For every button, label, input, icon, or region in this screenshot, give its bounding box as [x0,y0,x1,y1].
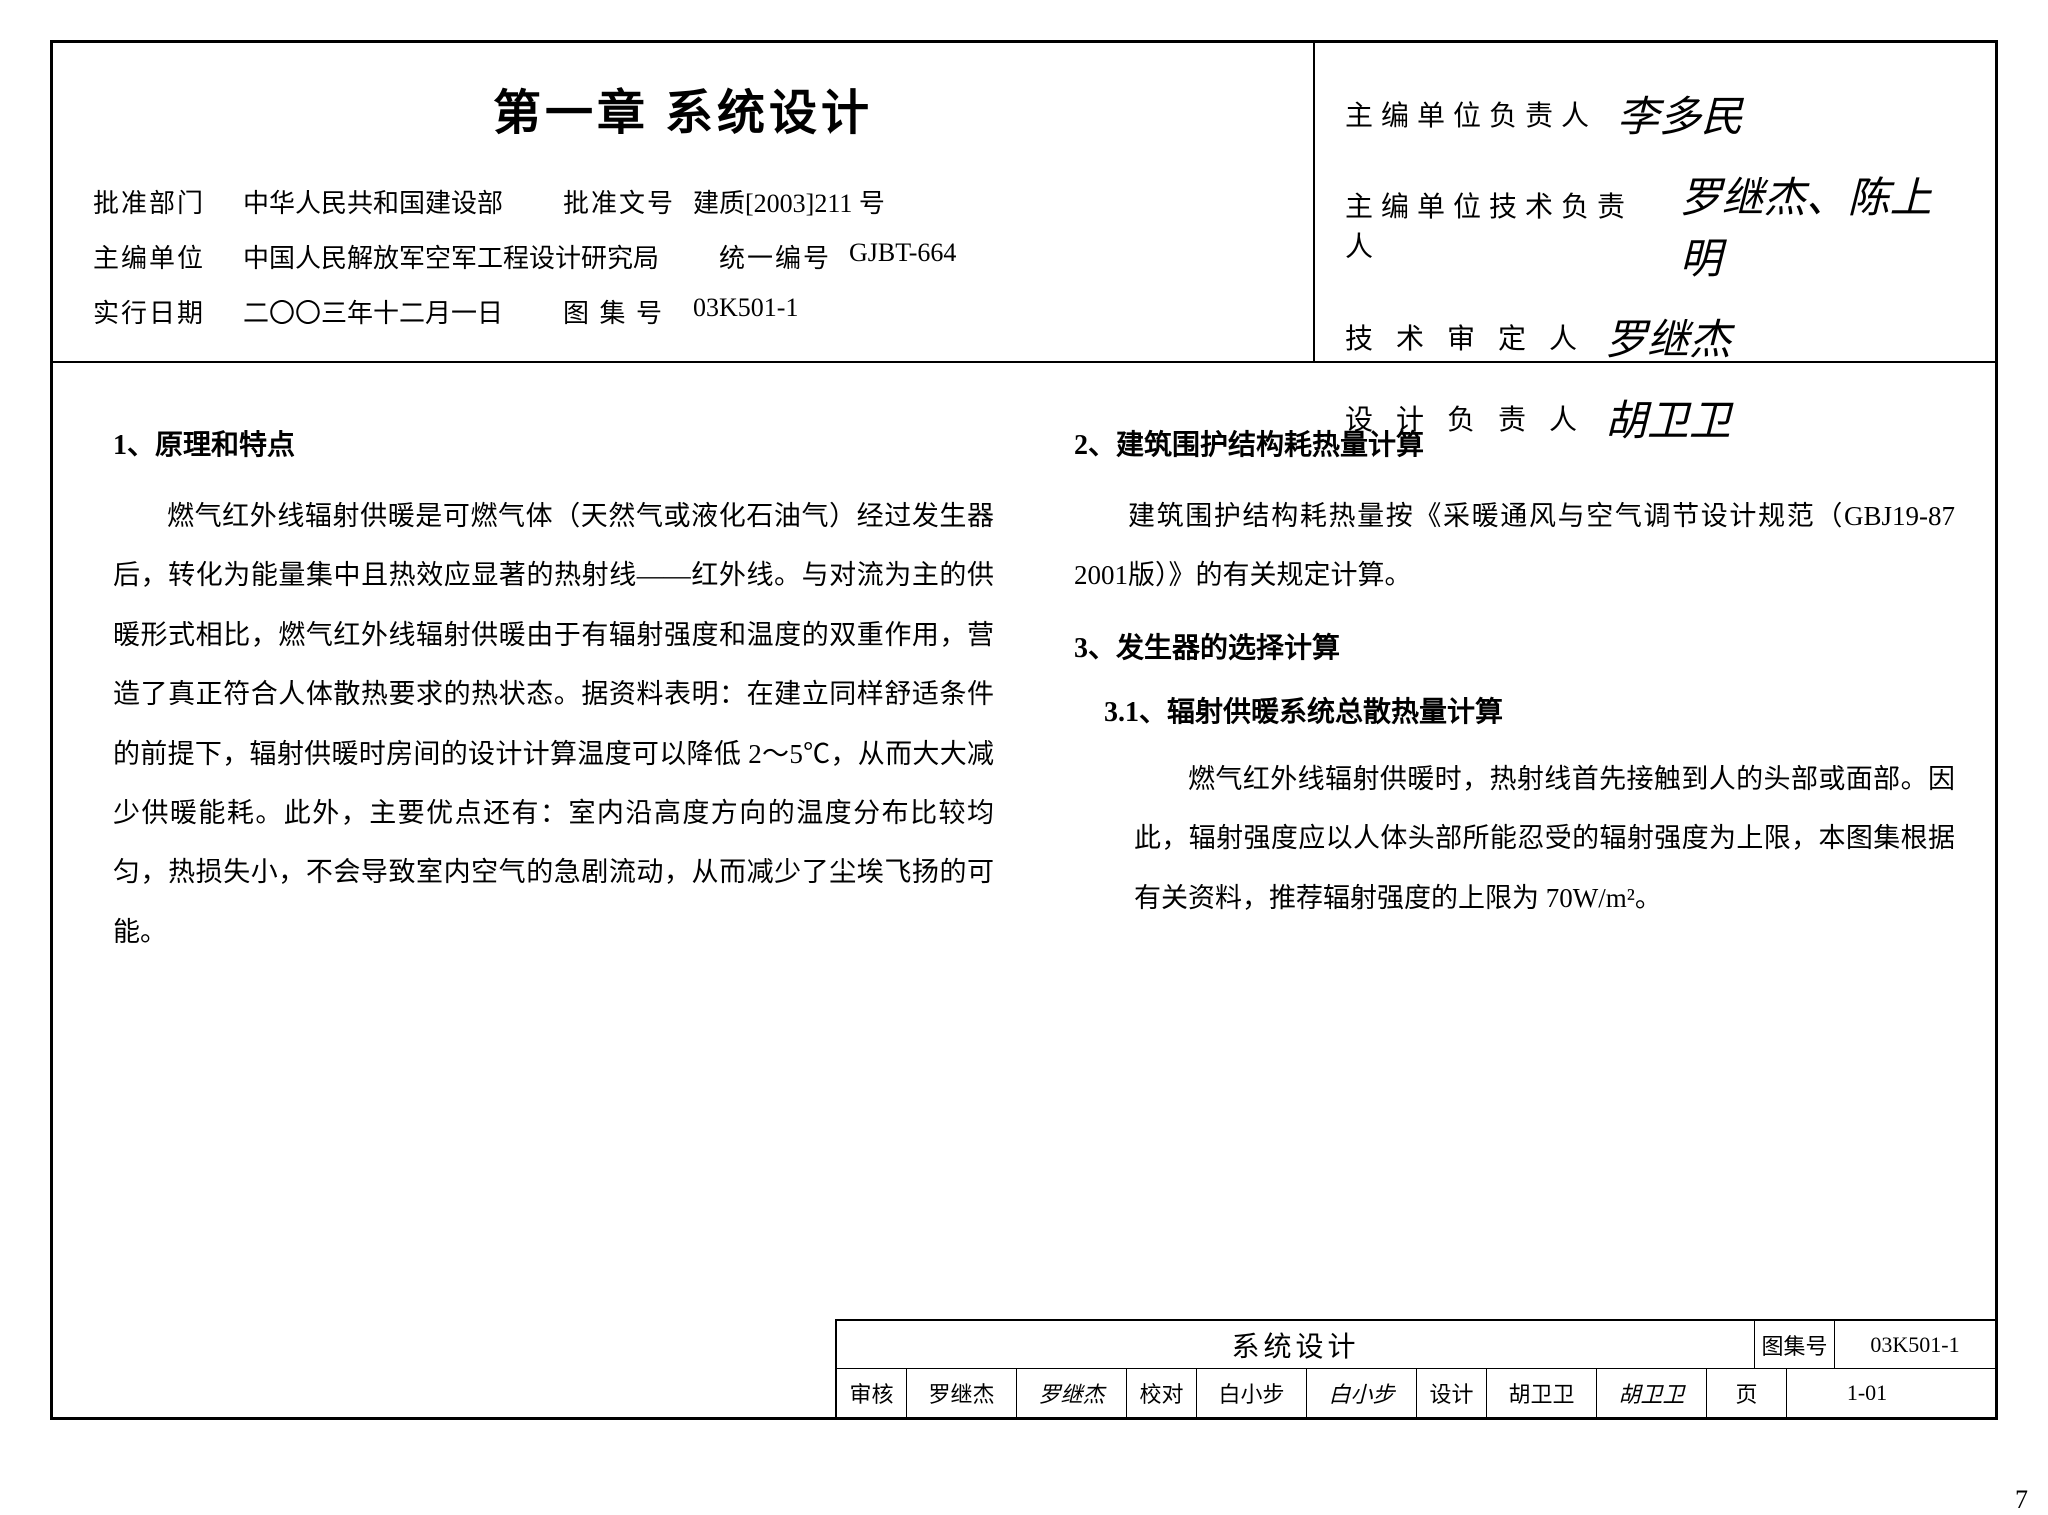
tech-head-row: 主编单位技术负责人 罗继杰、陈上明 [1345,164,1965,286]
chapter-title: 第一章 系统设计 [93,73,1273,143]
tb-main-title: 系统设计 [837,1321,1755,1368]
header-section: 第一章 系统设计 批准部门 中华人民共和国建设部 批准文号 建质[2003]21… [53,43,1995,363]
approval-dept: 中华人民共和国建设部 [243,183,503,220]
tb-atlas-label: 图集号 [1755,1321,1835,1368]
unified-no: GJBT-664 [849,238,956,275]
section1-heading: 1、原理和特点 [113,423,994,463]
tb-page-no: 1-01 [1787,1369,1947,1417]
title-block-top-row: 系统设计 图集号 03K501-1 [837,1321,1995,1369]
tb-check-label: 校对 [1127,1369,1197,1417]
tb-review-label: 审核 [837,1369,907,1417]
section3-1-text: 燃气红外线辐射供暖时，热射线首先接触到人的头部或面部。因此，辐射强度应以人体头部… [1134,750,1955,928]
editor: 中国人民解放军空军工程设计研究局 [243,238,659,275]
page-number: 7 [2015,1485,2028,1515]
atlas-no-label: 图 集 号 [563,293,693,330]
title-block: 系统设计 图集号 03K501-1 审核 罗继杰 罗继杰 校对 白小步 白小步 … [835,1319,1995,1417]
unified-no-label: 统一编号 [719,238,849,275]
page-frame: 第一章 系统设计 批准部门 中华人民共和国建设部 批准文号 建质[2003]21… [50,40,1998,1420]
tb-check-sig: 白小步 [1307,1369,1417,1417]
tech-review-row: 技 术 审 定 人 罗继杰 [1345,306,1965,367]
header-left: 第一章 系统设计 批准部门 中华人民共和国建设部 批准文号 建质[2003]21… [53,43,1315,361]
tb-review-sig: 罗继杰 [1017,1369,1127,1417]
body-column-right: 2、建筑围护结构耗热量计算 建筑围护结构耗热量按《采暖通风与空气调节设计规范（G… [1034,423,1955,1293]
tb-page-label: 页 [1707,1369,1787,1417]
title-block-bottom-row: 审核 罗继杰 罗继杰 校对 白小步 白小步 设计 胡卫卫 胡卫卫 页 1-01 [837,1369,1995,1417]
section3-heading: 3、发生器的选择计算 [1074,626,1955,666]
section1-text: 燃气红外线辐射供暖是可燃气体（天然气或液化石油气）经过发生器后，转化为能量集中且… [113,487,994,962]
section2-heading: 2、建筑围护结构耗热量计算 [1074,423,1955,463]
body-column-left: 1、原理和特点 燃气红外线辐射供暖是可燃气体（天然气或液化石油气）经过发生器后，… [113,423,1034,1293]
metadata-row-2: 主编单位 中国人民解放军空军工程设计研究局 统一编号 GJBT-664 [93,238,1273,293]
header-right: 主编单位负责人 李多民 主编单位技术负责人 罗继杰、陈上明 技 术 审 定 人 … [1315,43,1995,361]
metadata-row-3: 实行日期 二〇〇三年十二月一日 图 集 号 03K501-1 [93,293,1273,348]
body-section: 1、原理和特点 燃气红外线辐射供暖是可燃气体（天然气或液化石油气）经过发生器后，… [53,363,1995,1313]
atlas-no: 03K501-1 [693,293,798,330]
approval-dept-label: 批准部门 [93,183,243,220]
tb-design-label: 设计 [1417,1369,1487,1417]
unit-head-signature: 李多民 [1617,83,1743,144]
tb-atlas-no: 03K501-1 [1835,1321,1995,1368]
approval-doc: 建质[2003]211 号 [693,183,885,220]
metadata-row-1: 批准部门 中华人民共和国建设部 批准文号 建质[2003]211 号 [93,183,1273,238]
effective-date-label: 实行日期 [93,293,243,330]
approval-doc-label: 批准文号 [563,183,693,220]
editor-label: 主编单位 [93,238,243,275]
tb-review-name: 罗继杰 [907,1369,1017,1417]
tb-check-name: 白小步 [1197,1369,1307,1417]
section2-text: 建筑围护结构耗热量按《采暖通风与空气调节设计规范（GBJ19-87 2001版）… [1074,487,1955,606]
unit-head-label: 主编单位负责人 [1345,94,1597,134]
tb-design-sig: 胡卫卫 [1597,1369,1707,1417]
tech-head-signature: 罗继杰、陈上明 [1680,164,1965,286]
tech-head-label: 主编单位技术负责人 [1345,185,1660,265]
section3-1-heading: 3.1、辐射供暖系统总散热量计算 [1104,690,1955,730]
tb-design-name: 胡卫卫 [1487,1369,1597,1417]
tech-review-label: 技 术 审 定 人 [1345,317,1585,357]
unit-head-row: 主编单位负责人 李多民 [1345,83,1965,144]
effective-date: 二〇〇三年十二月一日 [243,293,503,330]
tech-review-signature: 罗继杰 [1605,306,1731,367]
